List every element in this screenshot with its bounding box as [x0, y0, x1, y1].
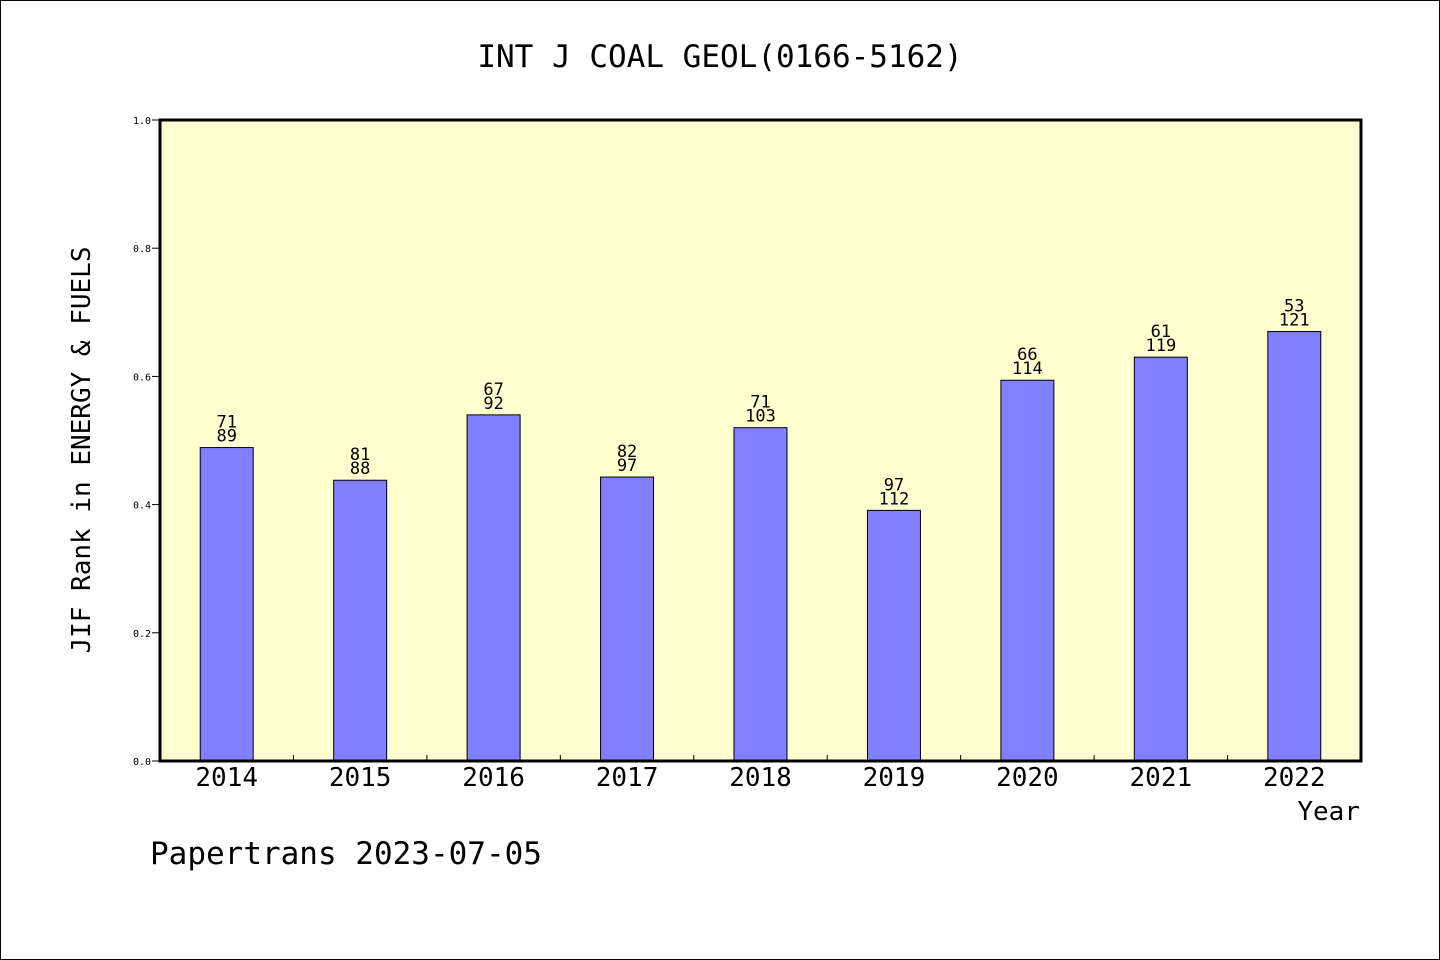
- data-label-total: 89: [216, 427, 236, 447]
- data-label-total: 119: [1145, 336, 1176, 356]
- y-tick-label: 0.0: [133, 757, 151, 768]
- y-axis: 0.0 0.2 0.4 0.6 0.8 1.0: [133, 116, 160, 768]
- data-label-rank: 71: [750, 393, 770, 413]
- plot-border: [158, 118, 1363, 763]
- data-label-rank: 61: [1151, 322, 1171, 342]
- data-label-total: 88: [350, 459, 370, 479]
- bar-2020: [1000, 379, 1055, 762]
- bar-2019: [866, 509, 921, 762]
- data-label-rank: 67: [483, 380, 503, 400]
- x-tick-label: 2015: [329, 763, 392, 793]
- bar-2018: [733, 427, 788, 762]
- chart-title: INT J COAL GEOL(0166-5162): [477, 39, 962, 75]
- data-labels: 7189818867928297711039711266114611195312…: [216, 297, 1309, 510]
- y-tick-label: 0.4: [133, 501, 151, 512]
- data-label-rank: 97: [884, 475, 904, 495]
- data-label-rank: 81: [350, 445, 370, 465]
- y-tick-label: 0.2: [133, 629, 151, 640]
- bar-2021: [1133, 356, 1188, 762]
- data-label-rank: 82: [617, 442, 637, 462]
- data-label-total: 97: [617, 456, 637, 476]
- x-axis-label: Year: [1297, 797, 1360, 827]
- x-tick-label: 2017: [596, 763, 659, 793]
- bar-2022: [1267, 331, 1322, 762]
- x-axis: 2014 2015 2016 2017 2018 2019 2020 2021 2022: [195, 755, 1326, 793]
- x-tick-label: 2021: [1130, 763, 1193, 793]
- bar-2014: [199, 447, 254, 762]
- data-label-total: 92: [483, 394, 503, 414]
- bar-2015: [333, 479, 388, 762]
- x-tick-label: 2019: [863, 763, 926, 793]
- data-label-rank: 71: [216, 413, 236, 433]
- y-tick-label: 0.8: [133, 244, 151, 255]
- bar-2017: [600, 476, 655, 762]
- x-tick-label: 2022: [1263, 763, 1326, 793]
- y-tick-label: 0.6: [133, 372, 151, 383]
- bar-2016: [466, 414, 521, 762]
- data-label-total: 121: [1279, 311, 1310, 331]
- footer-text: Papertrans 2023-07-05: [150, 836, 542, 872]
- data-label-total: 103: [745, 407, 776, 427]
- data-label-total: 112: [879, 489, 910, 509]
- data-label-rank: 53: [1284, 297, 1304, 317]
- data-label-total: 114: [1012, 359, 1043, 379]
- data-label-rank: 66: [1017, 345, 1037, 365]
- x-tick-label: 2020: [996, 763, 1059, 793]
- y-axis-label: JIF Rank in ENERGY & FUELS: [67, 247, 97, 654]
- y-tick-label: 1.0: [133, 116, 151, 127]
- x-tick-label: 2018: [729, 763, 792, 793]
- bars-group: [199, 331, 1322, 762]
- x-tick-label: 2014: [195, 763, 258, 793]
- x-tick-label: 2016: [462, 763, 525, 793]
